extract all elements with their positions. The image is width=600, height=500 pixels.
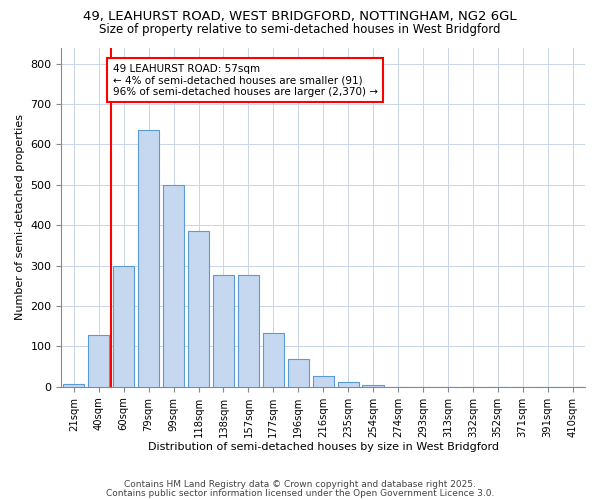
- Bar: [362, 385, 383, 387]
- Bar: [338, 382, 359, 387]
- Bar: [188, 232, 209, 387]
- X-axis label: Distribution of semi-detached houses by size in West Bridgford: Distribution of semi-detached houses by …: [148, 442, 499, 452]
- Text: 49 LEAHURST ROAD: 57sqm
← 4% of semi-detached houses are smaller (91)
96% of sem: 49 LEAHURST ROAD: 57sqm ← 4% of semi-det…: [113, 64, 377, 97]
- Bar: [263, 333, 284, 387]
- Y-axis label: Number of semi-detached properties: Number of semi-detached properties: [15, 114, 25, 320]
- Bar: [88, 335, 109, 387]
- Bar: [163, 185, 184, 387]
- Bar: [213, 274, 234, 387]
- Bar: [287, 358, 309, 387]
- Text: Contains public sector information licensed under the Open Government Licence 3.: Contains public sector information licen…: [106, 488, 494, 498]
- Bar: [113, 266, 134, 387]
- Text: 49, LEAHURST ROAD, WEST BRIDGFORD, NOTTINGHAM, NG2 6GL: 49, LEAHURST ROAD, WEST BRIDGFORD, NOTTI…: [83, 10, 517, 23]
- Bar: [238, 274, 259, 387]
- Bar: [138, 130, 159, 387]
- Text: Contains HM Land Registry data © Crown copyright and database right 2025.: Contains HM Land Registry data © Crown c…: [124, 480, 476, 489]
- Bar: [313, 376, 334, 387]
- Text: Size of property relative to semi-detached houses in West Bridgford: Size of property relative to semi-detach…: [99, 22, 501, 36]
- Bar: [63, 384, 85, 387]
